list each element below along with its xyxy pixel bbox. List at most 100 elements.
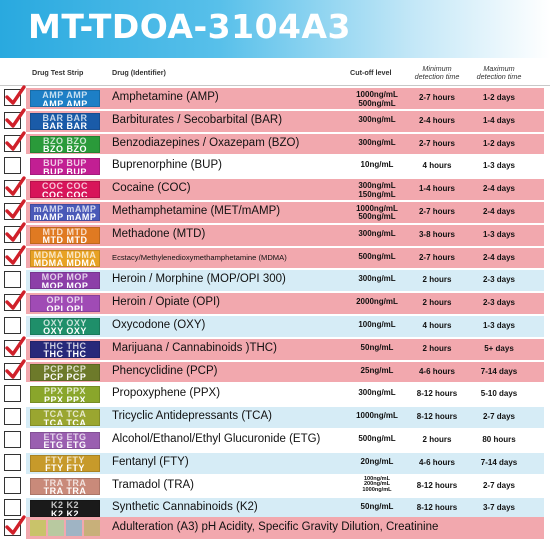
strip-code: FTY FTY [45,463,85,472]
checkbox[interactable] [4,157,21,175]
row-band [26,517,544,539]
max-detection: 2-3 days [482,298,516,308]
drug-name: Tricyclic Antidepressants (TCA) [112,410,272,423]
cutoff-value: 1000ng/mL [356,203,398,213]
table-row: COC COC COC COC Cocaine (COC) 300ng/mL 150ng… [0,176,550,201]
checkbox[interactable] [4,430,21,448]
adulteration-text: Adulteration (A3) pH Acidity, Specific G… [112,521,439,533]
row-band [26,133,544,155]
cutoff-level: 300ng/mL 150ng/mL [348,182,406,199]
checkmark-icon [5,244,26,265]
checkbox[interactable] [4,222,26,243]
cutoff-value: 300ng/mL [358,181,396,191]
cutoff-level: 10ng/mL [348,161,406,170]
table-row: K2 K2 K2 K2 Synthetic Cannabinoids (K2) 50n… [0,497,550,520]
strip-code: THC THC [43,340,87,351]
min-detection: 2-4 hours [418,115,455,125]
row-band [26,361,544,383]
checkmark-icon [5,358,26,379]
checkbox[interactable] [4,408,21,426]
header-min-line1: Minimum [422,64,452,73]
checkmark-icon [5,222,26,242]
strip-code: PPX PPX [43,386,87,397]
strip-code: BAR BAR [42,112,88,123]
drug-name: Propoxyphene (PPX) [112,387,221,400]
test-strip-label: TRA TRA TRA TRA [30,477,100,495]
header-min: Minimum detection time [407,65,467,81]
cutoff-value: 50ng/mL [360,502,394,512]
adulteration-strip [30,520,100,536]
checkbox[interactable] [4,358,26,380]
drug-name: Tramadol (TRA) [112,478,194,491]
row-band [26,315,544,337]
checkbox[interactable] [4,130,26,152]
checkbox[interactable] [4,290,26,312]
checkbox[interactable] [4,85,26,106]
min-detection: 4 hours [422,320,452,330]
checkmark-icon [5,336,26,356]
page-title: MT-TDOA-3104A3 [28,7,351,46]
checkbox[interactable] [4,476,21,494]
min-detection: 2-7 hours [418,206,455,216]
test-strip-label: TCA TCA TCA TCA [30,409,100,427]
test-strip-label: FTY FTY FTY FTY [30,454,100,472]
max-detection: 7-14 days [480,366,518,376]
checkbox[interactable] [4,108,26,129]
checkbox[interactable] [4,176,26,198]
drug-name: Phencyclidine (PCP) [112,364,218,377]
header-drug: Drug (Identifier) [112,68,166,77]
min-detection: 1-4 hours [418,184,455,194]
max-detection: 7-14 days [480,457,518,467]
drug-name: Marijuana / Cannabinoids )THC) [112,341,277,354]
min-detection: 2-7 hours [418,252,455,262]
cutoff-value: 150ng/mL [358,189,396,199]
test-strip-label: MTD MTD MTD MTD [30,226,100,244]
cutoff-value: 100ng/mL [363,475,391,482]
reagent-pad [84,520,100,536]
strip-code: AMP AMP [42,98,88,107]
adulteration-row: Adulteration (A3) pH Acidity, Specific G… [0,515,550,539]
checkbox[interactable] [4,453,21,471]
cutoff-level: 50ng/mL [348,503,406,512]
cutoff-value: 100ng/mL [358,319,396,329]
header-max-line2: detection time [476,72,522,81]
test-strip-label: COC COC COC COC [30,181,100,199]
checkbox[interactable] [4,499,21,517]
strip-code: OXY OXY [43,317,87,328]
max-detection: 80 hours [482,434,516,444]
drug-name: Benzodiazepines / Oxazepam (BZO) [112,136,300,149]
max-detection: 1-2 days [482,138,516,148]
checkbox[interactable] [4,199,26,220]
strip-code: OPI OPI [46,295,84,306]
checkbox[interactable] [4,515,26,536]
table-row: BZO BZO BZO BZO Benzodiazepines / Oxazepam… [0,130,550,156]
strip-code: PCP PCP [43,372,87,381]
checkbox[interactable] [4,336,26,357]
cutoff-value: 300ng/mL [358,137,396,147]
checkbox[interactable] [4,271,21,289]
cutoff-level: 300ng/mL [348,137,406,148]
strip-code: COC COC [42,181,88,192]
strip-code: MOP MOP [41,272,89,283]
drug-name: Amphetamine (AMP) [112,91,219,103]
cutoff-value: 50ng/mL [360,342,394,352]
strip-code: MDMA MDMA [33,258,97,267]
checkbox[interactable] [4,385,21,403]
cutoff-level: 1000ng/mL 500ng/mL [348,203,406,222]
header-strip: Drug Test Strip [32,68,84,77]
min-detection: 8-12 hours [416,412,458,422]
checkbox[interactable] [4,316,21,334]
min-detection: 4 hours [422,161,452,171]
cutoff-level: 500ng/mL [348,252,406,262]
drug-name: Barbiturates / Secobarbital (BAR) [112,113,283,126]
table-row: OPI OPI OPI OPI Heroin / Opiate (OPI) 2000n… [0,290,550,315]
checkbox[interactable] [4,244,26,266]
cutoff-level: 1000ng/mL 500ng/mL [348,90,406,108]
table-row: TRA TRA TRA TRA Tramadol (TRA) 100ng/mL 200n… [0,475,550,498]
min-detection: 2-7 hours [418,138,455,148]
drug-name: Fentanyl (FTY) [112,455,189,468]
table-row: mAMP mAMP mAMP mAMP Methamphetamine (MET/m… [0,199,550,224]
strip-code: FTY FTY [45,454,85,465]
max-detection: 2-4 days [482,206,516,216]
checkmark-icon [5,85,26,105]
